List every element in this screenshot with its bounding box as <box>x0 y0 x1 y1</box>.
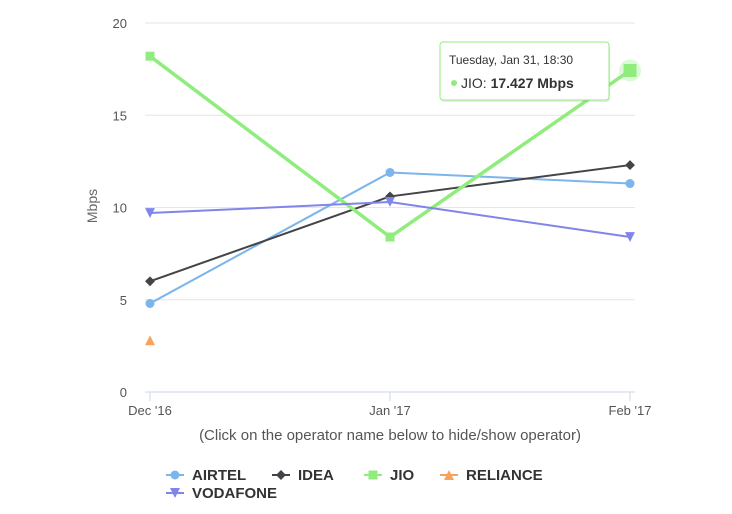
legend-item-jio[interactable]: JIO <box>364 467 415 484</box>
data-point <box>145 208 155 218</box>
tooltip-value: 17.427 Mbps <box>491 75 574 91</box>
x-tick-label: Feb '17 <box>609 403 652 418</box>
data-point <box>145 335 155 346</box>
x-axis: Dec '16 Jan '17 Feb '17 <box>128 391 652 418</box>
data-point <box>625 160 635 171</box>
y-tick-label: 10 <box>113 201 127 216</box>
legend-marker <box>276 470 286 480</box>
legend-label[interactable]: RELIANCE <box>466 467 543 484</box>
legend-marker <box>170 488 180 498</box>
data-point <box>625 232 635 242</box>
legend-item-idea[interactable]: IDEA <box>272 467 334 484</box>
data-point <box>385 232 395 242</box>
chart-subtitle: (Click on the operator name below to hid… <box>199 427 581 444</box>
y-tick-label: 5 <box>120 293 127 308</box>
y-tick-label: 15 <box>113 108 127 123</box>
y-axis-ticks: 0 5 10 15 20 <box>113 16 127 400</box>
legend: AIRTEL IDEA JIO RELIANCE VODAFONE <box>166 467 543 502</box>
series-idea <box>145 160 635 287</box>
tooltip-bullet <box>451 80 457 86</box>
series-reliance <box>145 335 155 346</box>
legend-label[interactable]: VODAFONE <box>192 485 277 502</box>
tooltip-series-label: JIO: 17.427 Mbps <box>461 75 574 91</box>
y-tick-label: 0 <box>120 385 127 400</box>
tooltip: Tuesday, Jan 31, 18:30 JIO: 17.427 Mbps <box>439 41 641 102</box>
legend-marker <box>170 470 180 480</box>
legend-label[interactable]: IDEA <box>298 467 334 484</box>
series-airtel <box>145 167 635 308</box>
y-axis-title: Mbps <box>84 189 100 223</box>
legend-item-airtel[interactable]: AIRTEL <box>166 467 246 484</box>
legend-item-reliance[interactable]: RELIANCE <box>440 467 543 484</box>
hover-point <box>623 63 637 77</box>
legend-label[interactable]: AIRTEL <box>192 467 246 484</box>
x-tick-label: Dec '16 <box>128 403 172 418</box>
legend-marker <box>444 470 454 480</box>
y-tick-label: 20 <box>113 16 127 31</box>
data-point <box>385 197 395 207</box>
legend-label[interactable]: JIO <box>390 467 415 484</box>
tooltip-header: Tuesday, Jan 31, 18:30 <box>449 53 573 67</box>
tooltip-box <box>439 41 610 101</box>
x-tick-label: Jan '17 <box>369 403 411 418</box>
series-lines <box>145 51 635 346</box>
legend-marker <box>368 470 378 480</box>
legend-item-vodafone[interactable]: VODAFONE <box>166 485 277 502</box>
data-point <box>145 276 155 287</box>
series-vodafone <box>145 197 635 242</box>
data-point <box>385 167 395 177</box>
data-point <box>145 51 155 61</box>
data-point <box>145 298 155 308</box>
data-point <box>625 179 635 189</box>
